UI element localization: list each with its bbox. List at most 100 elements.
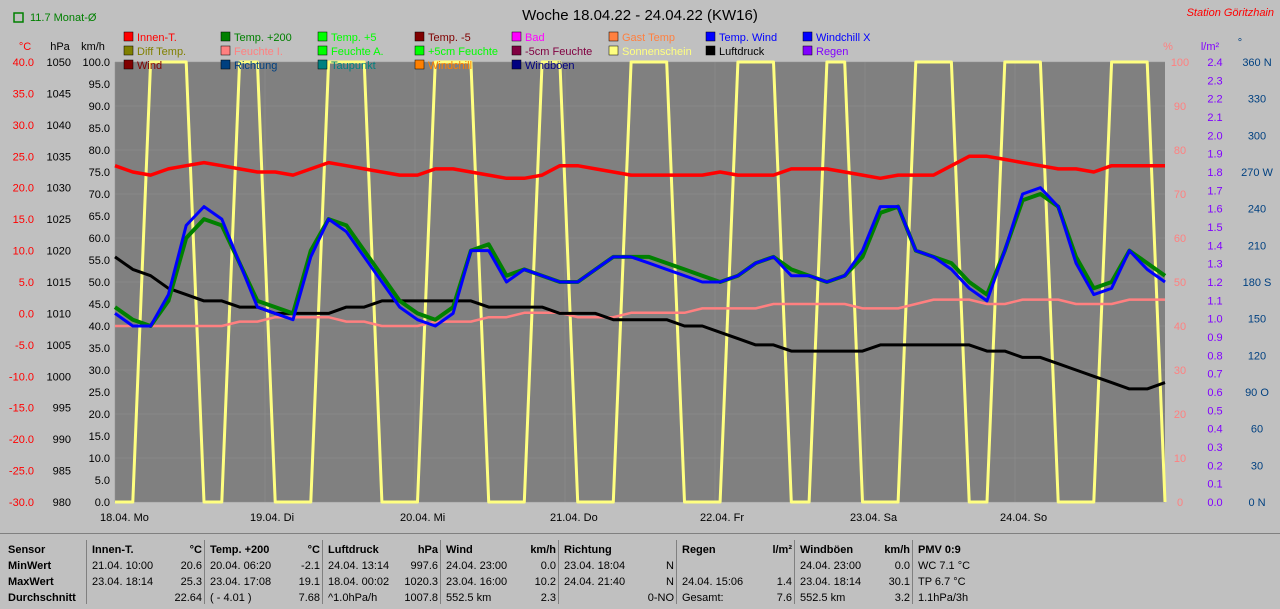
temp-tick-label: 20.0 bbox=[13, 183, 34, 195]
legend: Innen-T. Temp. +200 Temp. +5 Temp. -5 Bad Gas… bbox=[123, 31, 871, 72]
rain-tick-label: 1.7 bbox=[1207, 185, 1222, 197]
statistics-panel: Sensor MinWert MaxWert Durchschnitt Innen-T… bbox=[0, 533, 1280, 609]
stat-cell-value: N bbox=[666, 560, 674, 572]
stat-cell-label: 20.04. 06:20 bbox=[210, 560, 272, 572]
legend-swatch bbox=[608, 31, 619, 42]
temp-tick-label: 30.0 bbox=[13, 120, 34, 132]
pct-tick-label: 30 bbox=[1174, 365, 1186, 377]
stat-separator bbox=[204, 540, 205, 604]
legend-label: Temp. +200 bbox=[234, 32, 292, 44]
legend-label: Gast Temp bbox=[622, 32, 675, 44]
stat-cell-label: 24.04. 13:14 bbox=[328, 560, 390, 572]
stat-cell-label: TP 6.7 °C bbox=[918, 576, 966, 588]
stat-cell-label: 1.1hPa/3h bbox=[918, 592, 969, 604]
stat-cell-label: WC 7.1 °C bbox=[918, 560, 971, 572]
temp-unit: °C bbox=[19, 41, 31, 53]
wind-tick-label: 25.0 bbox=[89, 387, 110, 399]
stat-cell-label: 23.04. 16:00 bbox=[446, 576, 508, 588]
stat-cell-value: 7.6 bbox=[776, 592, 792, 604]
dir-tick-label: 60 bbox=[1251, 424, 1263, 436]
press-tick-label: 1020 bbox=[47, 246, 71, 258]
stat-cell-label: 21.04. 10:00 bbox=[92, 560, 154, 572]
legend-label: Bad bbox=[525, 32, 545, 44]
pct-tick-label: 90 bbox=[1174, 101, 1186, 113]
wind-tick-label: 80.0 bbox=[89, 145, 110, 157]
stat-cell-label: ( - 4.01 ) bbox=[210, 592, 252, 604]
rain-tick-label: 0.1 bbox=[1207, 479, 1222, 491]
legend-swatch bbox=[317, 59, 328, 70]
stat-cell-label: 18.04. 00:02 bbox=[328, 576, 390, 588]
wind-tick-label: 100.0 bbox=[82, 57, 110, 69]
pct-tick-label: 20 bbox=[1174, 409, 1186, 421]
wind-tick-label: 40.0 bbox=[89, 321, 110, 333]
stat-row-label: MaxWert bbox=[8, 576, 54, 588]
temp-tick-label: -30.0 bbox=[9, 497, 34, 509]
legend-label: -5cm Feuchte bbox=[525, 46, 592, 58]
stat-col-title: Luftdruck bbox=[328, 544, 379, 556]
stat-cell-value: 3.2 bbox=[894, 592, 910, 604]
x-tick-label: 23.04. Sa bbox=[850, 512, 898, 524]
legend-label: Luftdruck bbox=[719, 46, 765, 58]
press-tick-label: 1000 bbox=[47, 371, 71, 383]
legend-swatch bbox=[414, 45, 425, 56]
legend-swatch bbox=[317, 45, 328, 56]
wind-tick-label: 30.0 bbox=[89, 365, 110, 377]
chart-title: Woche 18.04.22 - 24.04.22 (KW16) bbox=[522, 7, 758, 24]
dir-tick-label: 150 bbox=[1248, 314, 1266, 326]
temp-tick-label: 25.0 bbox=[13, 151, 34, 163]
temp-tick-label: -5.0 bbox=[15, 340, 34, 352]
wind-tick-label: 15.0 bbox=[89, 431, 110, 443]
dir-tick-label: 120 bbox=[1248, 350, 1266, 362]
legend-label: Sonnenschein bbox=[622, 46, 692, 58]
stat-separator bbox=[558, 540, 559, 604]
legend-swatch bbox=[414, 59, 425, 70]
wind-tick-label: 45.0 bbox=[89, 299, 110, 311]
x-tick-label: 20.04. Mi bbox=[400, 512, 445, 524]
stat-cell-label: 24.04. 23:00 bbox=[446, 560, 508, 572]
press-tick-label: 1015 bbox=[47, 277, 71, 289]
stat-cell-value: 2.3 bbox=[540, 592, 556, 604]
legend-swatch bbox=[802, 31, 813, 42]
wind-tick-label: 85.0 bbox=[89, 123, 110, 135]
legend-swatch bbox=[220, 31, 231, 42]
station-name: Station Göritzhain bbox=[1187, 7, 1274, 19]
legend-swatch bbox=[705, 31, 716, 42]
rain-tick-label: 0.6 bbox=[1207, 387, 1222, 399]
pct-tick-label: 40 bbox=[1174, 321, 1186, 333]
stat-separator bbox=[86, 540, 87, 604]
press-tick-label: 985 bbox=[53, 466, 71, 478]
legend-label: Regen bbox=[816, 46, 848, 58]
stat-col-unit: °C bbox=[307, 544, 320, 556]
pct-tick-label: 80 bbox=[1174, 145, 1186, 157]
stat-cell-value: 997.6 bbox=[410, 560, 438, 572]
dir-tick-label: 210 bbox=[1248, 240, 1266, 252]
rain-tick-label: 2.1 bbox=[1207, 112, 1222, 124]
legend-swatch bbox=[511, 45, 522, 56]
wind-unit: km/h bbox=[81, 41, 105, 53]
series-temp-200 bbox=[113, 192, 1167, 328]
pct-tick-label: 60 bbox=[1174, 233, 1186, 245]
legend-swatch bbox=[608, 45, 619, 56]
temp-tick-label: -15.0 bbox=[9, 403, 34, 415]
rain-tick-label: 1.1 bbox=[1207, 295, 1222, 307]
x-tick-label: 21.04. Do bbox=[550, 512, 598, 524]
legend-swatch bbox=[317, 31, 328, 42]
wind-tick-label: 90.0 bbox=[89, 101, 110, 113]
stat-cell-value: 25.3 bbox=[180, 576, 202, 588]
rain-tick-label: 1.0 bbox=[1207, 314, 1222, 326]
rain-tick-label: 1.4 bbox=[1207, 240, 1222, 252]
legend-label: Temp. Wind bbox=[719, 32, 777, 44]
legend-swatch bbox=[511, 31, 522, 42]
legend-swatch bbox=[705, 45, 716, 56]
series-sonnenschein bbox=[115, 60, 1167, 504]
stat-col-title: Windböen bbox=[800, 544, 854, 556]
wind-tick-label: 35.0 bbox=[89, 343, 110, 355]
weather-chart: 18.04. Mo 19.04. Di 20.04. Mi 21.04. Do 22.0… bbox=[8, 7, 1274, 524]
wind-tick-label: 55.0 bbox=[89, 255, 110, 267]
temp-tick-label: 35.0 bbox=[13, 88, 34, 100]
stat-cell-value: 22.64 bbox=[174, 592, 202, 604]
press-tick-label: 980 bbox=[53, 497, 71, 509]
monthly-avg: 11.7 Monat-Ø bbox=[30, 12, 97, 24]
stat-cell-value: 7.68 bbox=[298, 592, 320, 604]
series-temp-wind bbox=[114, 186, 1166, 328]
